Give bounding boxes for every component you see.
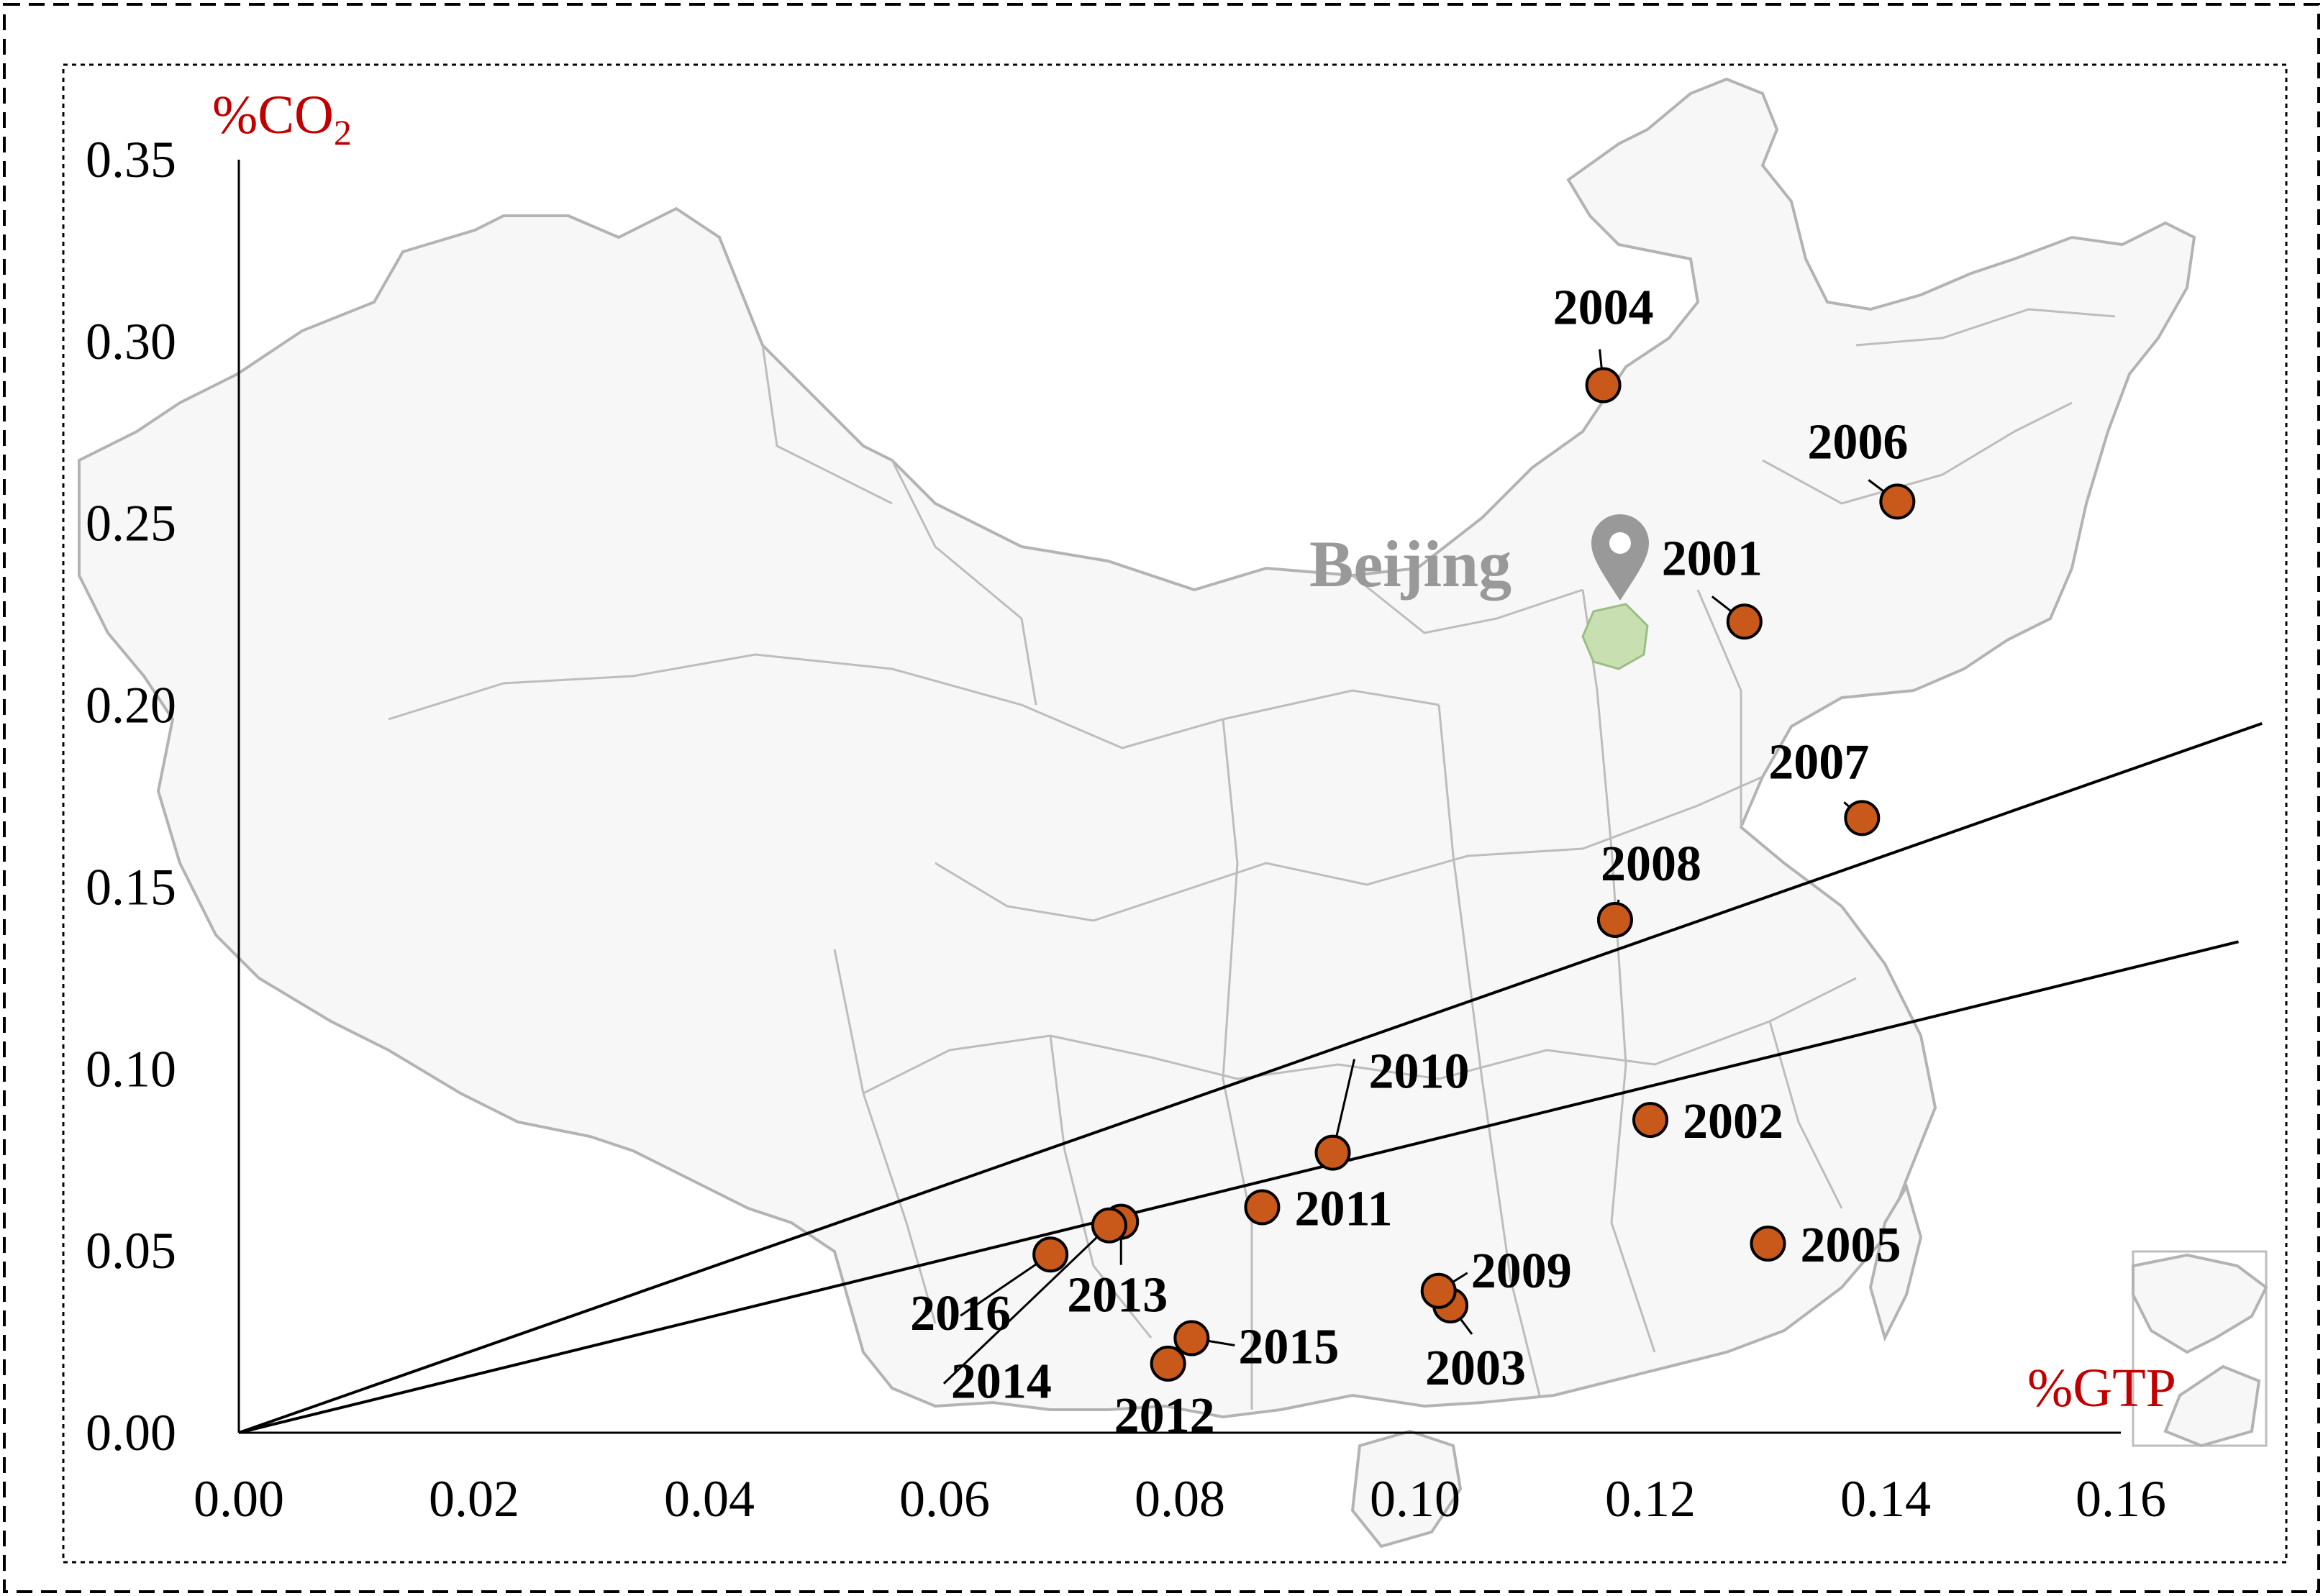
x-tick-label: 0.14 xyxy=(1840,1470,1931,1528)
data-label-2012: 2012 xyxy=(1114,1388,1215,1444)
y-tick-label: 0.30 xyxy=(86,313,176,370)
x-tick-label: 0.16 xyxy=(2076,1470,2166,1528)
x-axis-title: %GTP xyxy=(2027,1358,2176,1418)
label-leader-line xyxy=(960,1253,1051,1317)
x-tick-label: 0.02 xyxy=(429,1470,519,1528)
reference-line xyxy=(238,940,2239,1434)
data-label-2002: 2002 xyxy=(1683,1094,1783,1149)
data-label-2014: 2014 xyxy=(951,1354,1052,1410)
data-label-2013: 2013 xyxy=(1067,1268,1168,1323)
beijing-label: Beijing xyxy=(1309,527,1511,601)
y-axis-title: %CO2 xyxy=(212,85,352,152)
data-point-2014 xyxy=(1091,1207,1127,1244)
data-points: 2001 2002 2003 2004 2005 2006 2007 2008 2009 2010… xyxy=(910,281,1916,1444)
tick-labels: 0.00 0.02 0.04 0.06 0.08 0.10 0.12 0.14 0.16 0.00… xyxy=(86,131,2166,1528)
y-axis-title-main: %CO xyxy=(212,85,334,145)
label-leader-line xyxy=(942,1224,1110,1385)
data-label-2011: 2011 xyxy=(1294,1181,1392,1236)
data-point-2010 xyxy=(1314,1134,1351,1171)
data-label-2008: 2008 xyxy=(1601,836,1701,892)
axes xyxy=(237,160,2121,1434)
data-label-2001: 2001 xyxy=(1662,531,1763,586)
reference-lines xyxy=(238,721,2263,1434)
taiwan-island xyxy=(1868,1183,1923,1342)
data-label-2006: 2006 xyxy=(1807,414,1908,470)
data-label-2005: 2005 xyxy=(1801,1218,1901,1273)
y-tick-label: 0.20 xyxy=(86,677,176,734)
inner-dotted-frame xyxy=(62,63,2288,1564)
y-tick-label: 0.00 xyxy=(86,1404,176,1462)
x-tick-label: 0.10 xyxy=(1370,1470,1460,1528)
x-tick-label: 0.12 xyxy=(1605,1470,1696,1528)
data-point-2015 xyxy=(1173,1320,1210,1356)
reference-line xyxy=(238,721,2263,1434)
map-pin-icon xyxy=(1591,514,1649,601)
outer-dashed-frame xyxy=(3,3,2320,1593)
data-label-2009: 2009 xyxy=(1471,1244,1572,1299)
data-point-2004 xyxy=(1585,367,1622,403)
y-tick-label: 0.25 xyxy=(86,495,176,552)
data-label-2007: 2007 xyxy=(1768,734,1869,790)
south-china-sea-inset xyxy=(2132,1250,2268,1448)
data-label-2004: 2004 xyxy=(1553,281,1654,336)
x-tick-label: 0.04 xyxy=(664,1470,755,1528)
data-point-2007 xyxy=(1844,800,1881,836)
data-point-2001 xyxy=(1726,603,1763,640)
y-tick-label: 0.10 xyxy=(86,1040,176,1098)
y-axis-title-subscript: 2 xyxy=(334,112,352,152)
data-point-2002 xyxy=(1632,1102,1668,1139)
china-map: Beijing xyxy=(78,77,2268,1549)
data-label-2010: 2010 xyxy=(1369,1044,1470,1100)
data-label-2015: 2015 xyxy=(1238,1320,1339,1375)
y-tick-label: 0.15 xyxy=(86,858,176,916)
data-point-2008 xyxy=(1596,901,1633,938)
data-point-2012 xyxy=(1150,1345,1186,1382)
y-tick-label: 0.35 xyxy=(86,131,176,188)
x-tick-label: 0.00 xyxy=(194,1470,284,1528)
data-point-2016 xyxy=(1032,1236,1069,1273)
x-tick-label: 0.08 xyxy=(1135,1470,1225,1528)
data-point-2011 xyxy=(1244,1189,1281,1226)
data-point-2009 xyxy=(1420,1272,1457,1309)
y-tick-label: 0.05 xyxy=(86,1222,176,1280)
data-point-2006 xyxy=(1879,483,1916,520)
x-tick-label: 0.06 xyxy=(899,1470,990,1528)
data-point-2005 xyxy=(1750,1226,1786,1262)
data-label-2003: 2003 xyxy=(1425,1341,1526,1396)
data-label-2016: 2016 xyxy=(910,1286,1011,1341)
beijing-region xyxy=(1581,603,1649,670)
